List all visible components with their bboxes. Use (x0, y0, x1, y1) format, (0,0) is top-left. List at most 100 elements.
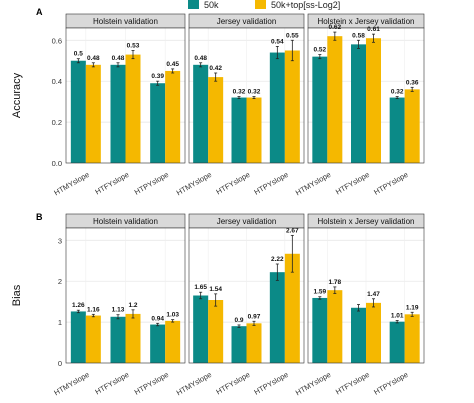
data-label: 0.58 (352, 32, 365, 39)
bar-50k-HTPYslope (269, 52, 285, 163)
data-label: 1.54 (209, 286, 222, 293)
data-label: 0.48 (194, 55, 207, 62)
legend-label-2: 50k+top[ss-Log2] (271, 0, 340, 10)
x-tick-label: HTFYslope (215, 370, 252, 397)
y-axis-label-A: Accuracy (11, 72, 23, 118)
legend-label-1: 50k (204, 0, 219, 10)
bar-50k-HTPYslope (150, 83, 166, 163)
bar-50k-HTFYslope (351, 307, 366, 363)
data-label: 0.5 (74, 51, 83, 58)
bar-50k-HTMYslope (70, 311, 86, 363)
bar-top-HTPYslope (165, 70, 181, 163)
x-tick-label: HTFYslope (334, 370, 371, 397)
bar-top-HTMYslope (327, 36, 343, 163)
bar-50k-HTMYslope (70, 60, 86, 163)
bar-50k-HTPYslope (389, 321, 405, 363)
data-label: 0.32 (391, 89, 404, 96)
facet-title: Jersey validation (217, 217, 277, 226)
y-tick-label: 0.2 (52, 118, 62, 127)
data-label: 1.26 (72, 302, 85, 309)
bar-50k-HTMYslope (193, 64, 209, 163)
bar-top-HTFYslope (125, 313, 141, 363)
data-label: 1.01 (391, 312, 404, 319)
x-tick-label: HTMYslope (294, 170, 332, 197)
x-tick-label: HTMYslope (52, 170, 90, 197)
y-tick-label: 0.0 (52, 159, 62, 168)
data-label: 1.03 (166, 312, 179, 319)
facet-border (307, 27, 425, 164)
bar-top-HTMYslope (85, 64, 101, 163)
x-tick-label: HTPYslope (252, 170, 289, 197)
bar-50k-HTFYslope (351, 44, 366, 164)
data-label: 1.47 (367, 291, 380, 298)
y-tick-label: 1 (58, 318, 62, 327)
bar-top-HTFYslope (366, 302, 381, 363)
data-label: 0.48 (112, 55, 125, 62)
data-label: 1.2 (128, 302, 137, 309)
bar-50k-HTPYslope (389, 97, 405, 163)
bar-50k-HTMYslope (312, 56, 328, 163)
bar-50k-HTFYslope (110, 64, 126, 163)
panel-label-A: A (36, 7, 43, 17)
x-tick-label: HTPYslope (133, 370, 170, 397)
x-tick-label: HTFYslope (94, 370, 131, 397)
data-label: 0.53 (127, 43, 140, 50)
y-tick-label: 3 (58, 236, 62, 245)
y-tick-label: 0 (58, 359, 62, 368)
data-label: 0.45 (166, 61, 179, 68)
x-tick-label: HTPYslope (372, 370, 409, 397)
y-axis-label-B: Bias (11, 284, 23, 306)
bar-top-HTPYslope (284, 50, 300, 163)
x-tick-label: HTPYslope (252, 370, 289, 397)
data-label: 1.13 (112, 307, 125, 314)
data-label: 0.97 (248, 313, 261, 320)
bar-50k-HTFYslope (231, 97, 247, 163)
x-tick-label: HTMYslope (175, 170, 213, 197)
data-label: 1.65 (194, 284, 207, 291)
data-label: 1.16 (87, 306, 100, 313)
bar-top-HTMYslope (327, 290, 343, 363)
x-tick-label: HTPYslope (133, 170, 170, 197)
x-tick-label: HTMYslope (52, 370, 90, 397)
x-tick-label: HTFYslope (94, 170, 131, 197)
data-label: 2.22 (271, 256, 284, 263)
x-tick-label: HTMYslope (294, 370, 332, 397)
bar-top-HTPYslope (404, 89, 420, 163)
data-label: 0.42 (209, 65, 222, 72)
data-label: 0.54 (271, 38, 284, 45)
facet-border (65, 27, 186, 164)
data-label: 1.78 (329, 279, 342, 286)
data-label: 0.9 (234, 317, 243, 324)
y-tick-label: 2 (58, 277, 62, 286)
data-label: 0.39 (151, 73, 164, 80)
facet-title: Holstein x Jersey validation (318, 217, 415, 226)
data-label: 2.67 (286, 227, 299, 234)
data-label: 0.48 (87, 55, 100, 62)
legend-swatch-1 (188, 0, 199, 9)
facet-title: Holstein validation (93, 17, 158, 26)
data-label: 0.62 (329, 24, 342, 31)
data-label: 0.32 (248, 89, 261, 96)
facet-title: Jersey validation (217, 17, 277, 26)
legend-swatch-2 (255, 0, 266, 9)
facet-border (65, 227, 186, 364)
y-tick-label: 0.4 (52, 77, 62, 86)
data-label: 0.36 (406, 79, 419, 86)
x-tick-label: HTPYslope (372, 170, 409, 197)
data-label: 0.52 (314, 47, 327, 54)
bar-50k-HTFYslope (231, 326, 247, 363)
bar-50k-HTPYslope (269, 272, 285, 363)
data-label: 0.32 (233, 89, 246, 96)
data-label: 0.55 (286, 32, 299, 39)
data-label: 0.94 (151, 315, 164, 322)
data-label: 0.61 (367, 26, 380, 33)
y-tick-label: 0.6 (52, 36, 62, 45)
bar-50k-HTFYslope (110, 316, 126, 363)
bar-top-HTPYslope (165, 320, 181, 363)
x-tick-label: HTFYslope (215, 170, 252, 197)
facet-title: Holstein x Jersey validation (318, 17, 415, 26)
bar-50k-HTPYslope (150, 324, 166, 363)
x-tick-label: HTMYslope (175, 370, 213, 397)
bar-top-HTMYslope (208, 77, 224, 163)
